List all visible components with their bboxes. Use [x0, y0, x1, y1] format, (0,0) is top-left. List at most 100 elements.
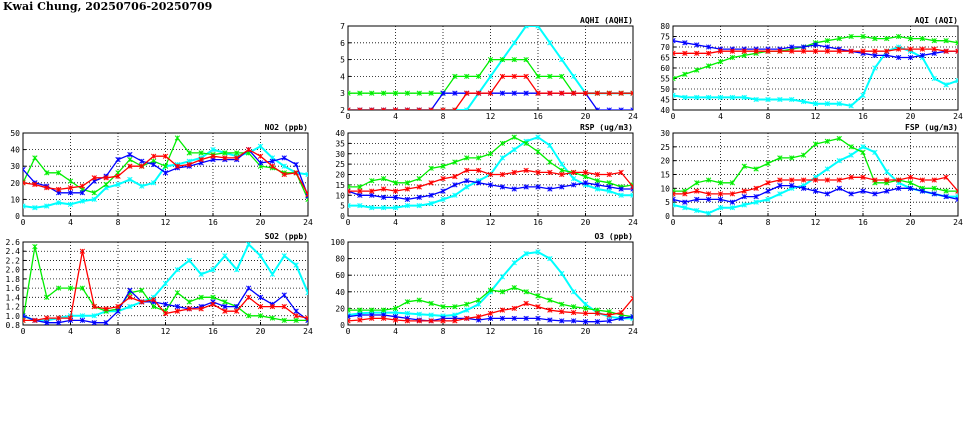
data-point [812, 101, 819, 107]
y-tick-label: 10 [660, 184, 670, 193]
data-point [705, 63, 712, 69]
data-point [269, 315, 276, 321]
data-point [765, 196, 771, 203]
data-point [23, 317, 26, 324]
data-point [943, 82, 949, 88]
y-tick-label: 2.6 [6, 238, 21, 247]
data-point [765, 188, 771, 194]
point-mark [394, 107, 399, 110]
data-point [452, 73, 458, 80]
x-tick-label: 8 [116, 327, 121, 336]
point-mark [357, 107, 361, 110]
data-point [789, 177, 795, 183]
data-point [618, 186, 624, 192]
data-point [103, 181, 109, 188]
data-point [150, 296, 157, 303]
y-tick-label: 0 [340, 212, 345, 221]
data-point [535, 249, 541, 255]
series-line [673, 45, 958, 107]
data-point [55, 320, 62, 325]
data-point [594, 319, 601, 325]
data-point [812, 177, 819, 183]
x-tick-label: 20 [256, 327, 266, 336]
x-tick-label: 12 [811, 112, 821, 121]
data-point [753, 185, 759, 191]
data-point [895, 185, 902, 191]
data-point [511, 146, 517, 153]
data-point [741, 52, 747, 59]
data-point [535, 149, 541, 155]
point-mark [305, 290, 308, 294]
data-point [369, 315, 375, 322]
data-point [281, 171, 287, 178]
data-point [440, 107, 446, 110]
data-point [872, 52, 878, 59]
data-point [547, 159, 553, 165]
data-point [392, 305, 399, 312]
point-mark [348, 307, 351, 311]
x-tick-label: 24 [953, 112, 963, 121]
point-mark [673, 75, 676, 80]
data-point [836, 48, 842, 54]
data-point [570, 73, 577, 80]
data-point [547, 142, 553, 149]
data-point [464, 301, 470, 307]
data-point [428, 200, 434, 207]
point-mark [348, 92, 351, 96]
data-point [348, 188, 351, 194]
data-point [559, 184, 565, 190]
data-point [535, 26, 541, 29]
y-tick-label: 2.0 [6, 266, 21, 275]
data-point [872, 191, 878, 197]
data-point [55, 186, 62, 193]
x-tick-label: 4 [393, 112, 398, 121]
point-mark [305, 193, 308, 198]
data-point [392, 205, 399, 211]
data-point [150, 180, 157, 186]
x-tick-label: 12 [486, 218, 496, 227]
data-point [44, 315, 50, 321]
data-point [717, 196, 724, 203]
point-mark [594, 107, 599, 110]
data-point [618, 309, 624, 316]
data-point [618, 107, 624, 110]
data-point [606, 90, 612, 96]
data-point [860, 92, 866, 98]
series-group [23, 135, 308, 211]
point-mark [348, 186, 351, 190]
data-point [570, 304, 577, 310]
data-point [955, 40, 958, 46]
data-point [348, 184, 351, 190]
data-point [115, 173, 121, 179]
data-point [836, 185, 842, 191]
data-point [800, 177, 807, 183]
point-mark [630, 315, 633, 320]
data-point [452, 159, 458, 165]
data-point [931, 191, 937, 197]
y-tick-label: 40 [335, 129, 345, 138]
x-tick-label: 4 [68, 327, 73, 336]
data-point [694, 94, 700, 101]
point-mark [630, 92, 633, 96]
point-mark [630, 184, 633, 188]
data-point [884, 35, 890, 42]
data-point [582, 169, 589, 176]
data-point [257, 313, 264, 319]
y-tick-label: 5 [340, 202, 345, 211]
data-point [67, 285, 74, 291]
data-point [103, 175, 109, 181]
data-point [630, 314, 633, 320]
data-point [198, 271, 204, 277]
x-tick-label: 16 [208, 327, 218, 336]
data-point [369, 90, 375, 96]
data-point [824, 166, 831, 172]
point-mark [630, 295, 633, 300]
data-point [475, 73, 482, 80]
data-point [694, 67, 700, 73]
data-point [523, 289, 529, 295]
data-point [606, 312, 612, 318]
data-point [717, 191, 724, 197]
data-point [380, 307, 387, 313]
